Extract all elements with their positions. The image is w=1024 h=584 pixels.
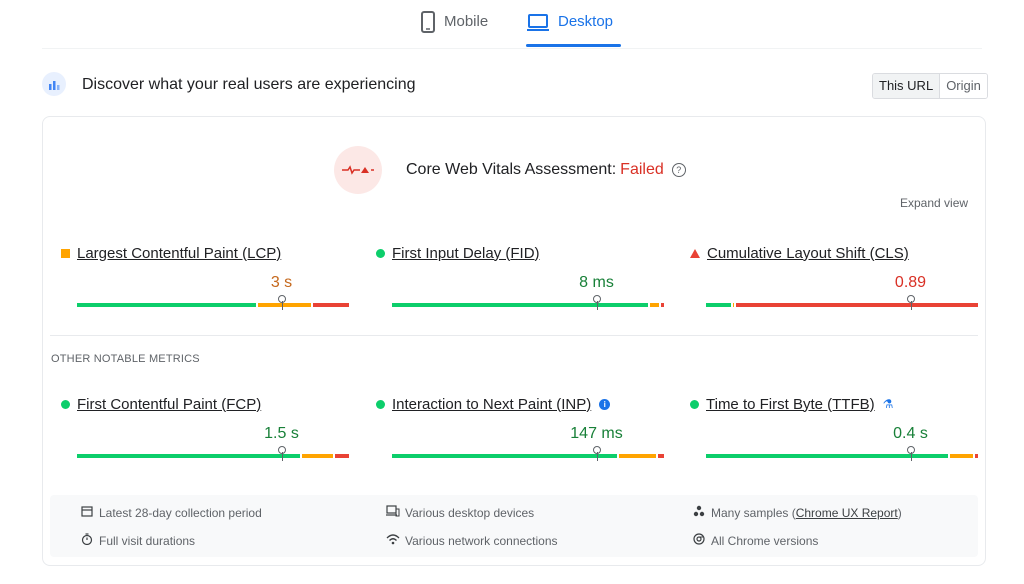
expand-view-link[interactable]: Expand view (900, 196, 969, 210)
calendar-icon (80, 505, 94, 520)
metric-value: 8 ms (579, 274, 614, 291)
origin-button[interactable]: Origin (940, 74, 987, 98)
laptop-icon (526, 10, 550, 39)
chrome-ux-report-link[interactable]: Chrome UX Report (795, 505, 898, 520)
bar-segment-good (392, 454, 618, 458)
tab-desktop-label: Desktop (558, 13, 614, 30)
poor-triangle-icon (690, 248, 700, 258)
stopwatch-icon (80, 533, 94, 548)
tab-mobile[interactable]: Mobile (420, 10, 488, 46)
visit-durations: Full visit durations (80, 533, 195, 548)
good-dot-icon (376, 248, 385, 258)
p75-marker-line (910, 452, 912, 461)
crux-icon (42, 72, 66, 96)
bar-segment-needs-improvement (301, 454, 333, 458)
metric-value: 147 ms (570, 425, 623, 442)
phone-icon (420, 10, 436, 39)
metric-name-row: First Input Delay (FID) (376, 243, 650, 263)
chrome-icon (692, 533, 706, 548)
collection-period: Latest 28-day collection period (80, 505, 262, 520)
metric-name-row: Interaction to Next Paint (INP) i (376, 394, 650, 414)
distribution-bar (705, 446, 979, 461)
assessment-heading: Core Web Vitals Assessment: Failed ? (406, 160, 686, 180)
bar-segment-poor (660, 303, 664, 307)
metric-value: 1.5 s (264, 425, 299, 442)
chrome-versions: All Chrome versions (692, 533, 818, 548)
assessment-status: Failed (620, 161, 664, 178)
p75-marker-line (596, 452, 598, 461)
wifi-icon (386, 533, 400, 548)
metric-name[interactable]: Cumulative Layout Shift (CLS) (707, 244, 909, 262)
metric-value: 3 s (270, 274, 293, 291)
good-dot-icon (61, 399, 70, 409)
metric-other_metrics-2: Time to First Byte (TTFB) ⚗ 0.4 s (690, 394, 978, 461)
metric-core_metrics-1: First Input Delay (FID) 8 ms (376, 243, 664, 310)
bar-segment-needs-improvement (257, 303, 311, 307)
metric-name[interactable]: First Input Delay (FID) (392, 244, 540, 262)
metric-other_metrics-0: First Contentful Paint (FCP) 1.5 s (61, 394, 349, 461)
this-url-button[interactable]: This URL (873, 74, 941, 98)
metric-core_metrics-2: Cumulative Layout Shift (CLS) 0.89 (690, 243, 978, 310)
p75-marker-line (281, 452, 283, 461)
metric-other_metrics-1: Interaction to Next Paint (INP) i 147 ms (376, 394, 664, 461)
assessment-failed-icon (334, 146, 382, 194)
metric-value: 0.4 s (893, 425, 928, 442)
device-types: Various desktop devices (386, 505, 534, 520)
sample-count: Many samples (Chrome UX Report) (692, 505, 902, 520)
scope-toggle: This URL Origin (872, 73, 988, 99)
distribution-bar (391, 295, 665, 310)
bar-segment-poor (312, 303, 349, 307)
distribution-bar (76, 295, 350, 310)
p75-marker-line (910, 301, 912, 310)
active-tab-indicator (526, 44, 622, 47)
bar-segment-needs-improvement (619, 454, 656, 458)
bar-segment-poor (657, 454, 664, 458)
assessment-label: Core Web Vitals Assessment: (406, 161, 617, 178)
devices-icon (386, 505, 400, 520)
other-metrics-heading: OTHER NOTABLE METRICS (51, 353, 200, 365)
p75-marker-line (596, 301, 598, 310)
tab-desktop[interactable]: Desktop (526, 10, 622, 47)
bar-segment-poor (334, 454, 349, 458)
field-data-card (42, 116, 986, 566)
bar-segment-needs-improvement (949, 454, 973, 458)
tabs-divider (42, 48, 982, 49)
metric-name[interactable]: First Contentful Paint (FCP) (77, 395, 262, 413)
help-icon[interactable]: ? (671, 163, 686, 177)
experimental-flask-icon[interactable]: ⚗ (882, 397, 894, 411)
samples-icon (692, 505, 706, 520)
bar-segment-good (392, 303, 648, 307)
collection-info (50, 495, 978, 557)
distribution-bar (391, 446, 665, 461)
bar-segment-good (77, 454, 300, 458)
network-types: Various network connections (386, 533, 558, 548)
metric-name[interactable]: Time to First Byte (TTFB) (706, 395, 875, 413)
bar-segment-needs-improvement (649, 303, 659, 307)
bar-segment-good (706, 454, 948, 458)
page-title: Discover what your real users are experi… (82, 76, 416, 93)
metric-name[interactable]: Interaction to Next Paint (INP) (392, 395, 592, 413)
good-dot-icon (690, 399, 699, 409)
bar-segment-good (706, 303, 732, 307)
device-tabs: Mobile Desktop (0, 0, 1024, 49)
distribution-bar (76, 446, 350, 461)
metric-core_metrics-0: Largest Contentful Paint (LCP) 3 s (61, 243, 349, 310)
bar-segment-poor (974, 454, 978, 458)
metric-name[interactable]: Largest Contentful Paint (LCP) (77, 244, 282, 262)
bar-segment-poor (736, 303, 978, 307)
bar-segment-good (77, 303, 256, 307)
info-icon[interactable]: i (599, 398, 611, 410)
distribution-bar (705, 295, 979, 310)
good-dot-icon (376, 399, 385, 409)
needs-improvement-square-icon (61, 248, 70, 258)
p75-marker-line (281, 301, 283, 310)
section-divider (50, 335, 978, 336)
bar-segment-needs-improvement (733, 303, 735, 307)
metric-name-row: Time to First Byte (TTFB) ⚗ (690, 394, 964, 414)
metric-name-row: Cumulative Layout Shift (CLS) (690, 243, 964, 263)
metric-name-row: First Contentful Paint (FCP) (61, 394, 335, 414)
metric-name-row: Largest Contentful Paint (LCP) (61, 243, 335, 263)
metric-value: 0.89 (894, 274, 927, 291)
tab-mobile-label: Mobile (444, 13, 489, 30)
